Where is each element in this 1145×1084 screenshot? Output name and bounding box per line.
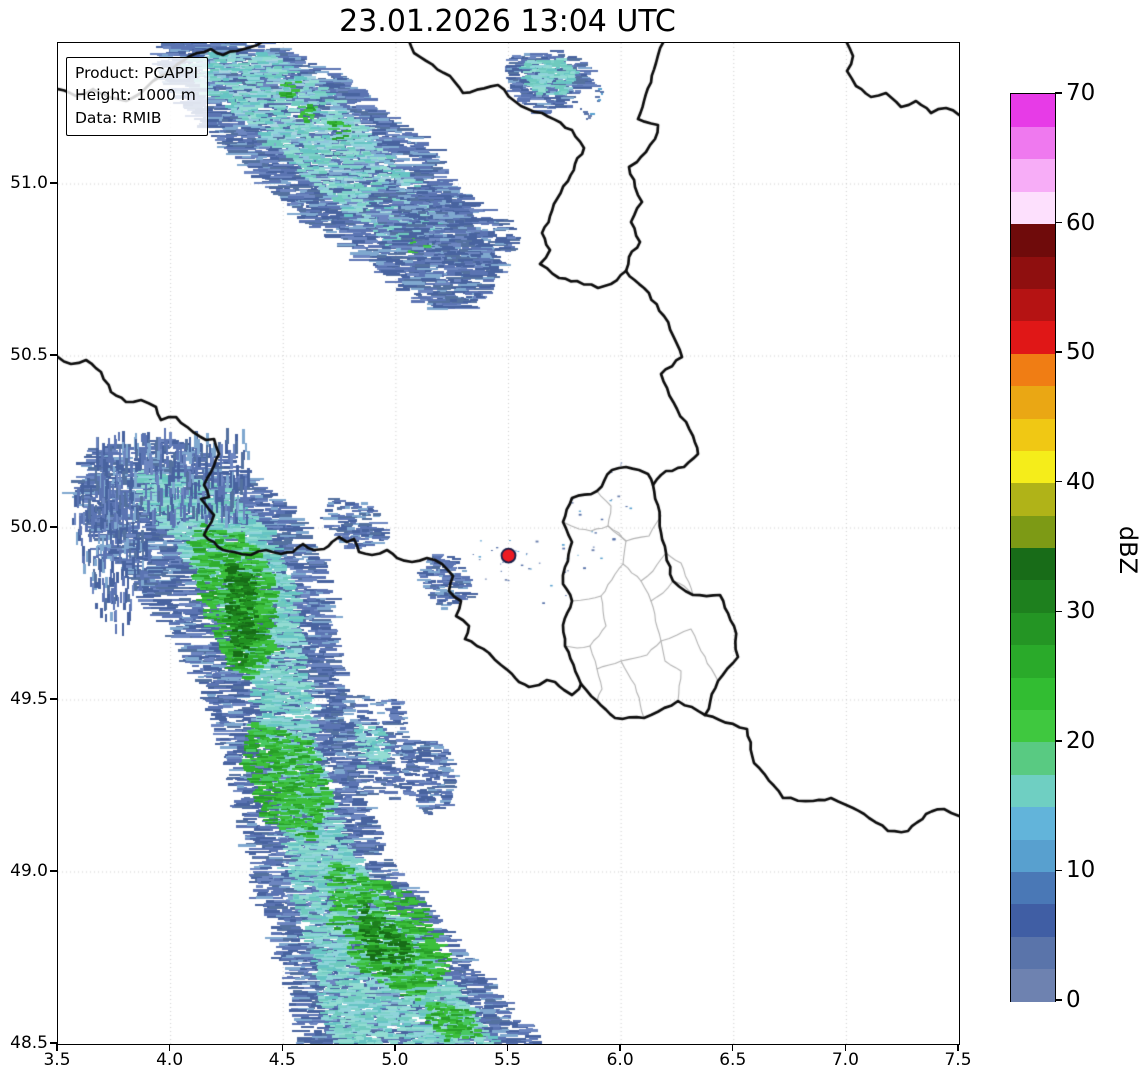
radar-map-canvas — [58, 43, 959, 1044]
colorbar-tick-mark — [1055, 221, 1062, 224]
colorbar-tick-mark — [1055, 740, 1062, 742]
colorbar-segment — [1011, 871, 1055, 905]
colorbar-segment — [1011, 774, 1055, 808]
map-plot-area — [57, 42, 960, 1045]
y-tick-label: 51.0 — [10, 173, 48, 194]
y-tick-mark — [50, 354, 57, 356]
y-tick-mark — [50, 526, 57, 528]
x-tick-mark — [844, 1044, 847, 1051]
x-tick-mark — [394, 1044, 396, 1051]
x-tick-label: 7.0 — [831, 1050, 859, 1070]
x-tick-label: 6.5 — [719, 1050, 747, 1070]
colorbar-segment — [1011, 936, 1055, 970]
colorbar-segment — [1011, 839, 1055, 873]
x-tick-mark — [732, 1044, 734, 1051]
colorbar-segment — [1011, 709, 1055, 743]
x-tick-mark — [506, 1044, 509, 1051]
colorbar-tick-mark — [1055, 92, 1062, 94]
x-tick-label: 3.5 — [43, 1050, 71, 1070]
colorbar-segment — [1011, 353, 1055, 387]
colorbar-segment — [1011, 677, 1055, 711]
colorbar-segment — [1011, 579, 1055, 613]
colorbar-tick-label: 50 — [1066, 339, 1096, 366]
x-tick-mark — [281, 1044, 283, 1051]
y-tick-label: 50.5 — [10, 345, 48, 366]
colorbar-segment — [1011, 968, 1055, 1002]
colorbar-segment — [1011, 806, 1055, 840]
colorbar-segment — [1011, 94, 1055, 127]
colorbar-segment — [1011, 288, 1055, 322]
y-tick-mark — [50, 182, 57, 184]
map-title: 23.01.2026 13:04 UTC — [339, 4, 676, 39]
colorbar-tick-mark — [1055, 351, 1062, 353]
colorbar-tick-mark — [1055, 481, 1062, 483]
x-tick-mark — [619, 1044, 621, 1051]
y-tick-mark — [50, 870, 57, 872]
y-tick-mark — [50, 698, 57, 700]
colorbar-segment — [1011, 644, 1055, 678]
colorbar-tick-mark — [1055, 869, 1062, 872]
colorbar-tick-label: 70 — [1066, 80, 1096, 106]
data-source-line: Data: RMIB — [75, 108, 162, 127]
product-info-box: Product: PCAPPI Height: 1000 m Data: RMI… — [66, 57, 209, 137]
colorbar-units-label: dBZ — [1114, 525, 1142, 575]
colorbar-segment — [1011, 320, 1055, 354]
x-tick-label: 6.0 — [606, 1050, 634, 1070]
height-line: Height: 1000 m — [75, 86, 196, 105]
product-line: Product: PCAPPI — [75, 64, 199, 82]
colorbar — [1010, 93, 1056, 1002]
colorbar-tick-mark — [1055, 610, 1062, 612]
y-tick-label: 49.0 — [10, 861, 48, 881]
colorbar-tick-label: 20 — [1066, 727, 1096, 754]
colorbar-segment — [1011, 191, 1055, 225]
colorbar-tick-label: 30 — [1066, 598, 1096, 625]
x-tick-label: 5.5 — [493, 1050, 522, 1070]
y-tick-label: 49.5 — [10, 689, 48, 709]
x-tick-mark — [56, 1044, 58, 1051]
colorbar-tick-label: 10 — [1066, 857, 1096, 884]
colorbar-segment — [1011, 482, 1055, 516]
colorbar-tick-label: 0 — [1066, 987, 1081, 1013]
colorbar-segment — [1011, 903, 1055, 937]
colorbar-segment — [1011, 255, 1055, 289]
colorbar-segment — [1011, 515, 1055, 549]
colorbar-segment — [1011, 417, 1055, 451]
colorbar-tick-mark — [1055, 999, 1062, 1001]
x-tick-mark — [957, 1044, 959, 1051]
colorbar-segment — [1011, 126, 1055, 160]
colorbar-segment — [1011, 612, 1055, 646]
y-tick-mark — [50, 1042, 57, 1044]
y-tick-label: 48.5 — [10, 1033, 48, 1053]
x-tick-label: 4.0 — [156, 1050, 184, 1070]
colorbar-segment — [1011, 385, 1055, 419]
colorbar-segment — [1011, 741, 1055, 775]
colorbar-segment — [1011, 450, 1055, 484]
x-tick-label: 5.0 — [381, 1050, 409, 1070]
x-tick-label: 4.5 — [268, 1050, 296, 1070]
x-tick-mark — [168, 1044, 171, 1051]
x-tick-label: 7.5 — [944, 1050, 972, 1070]
colorbar-segment — [1011, 223, 1055, 257]
colorbar-tick-label: 40 — [1066, 468, 1096, 495]
colorbar-segment — [1011, 547, 1055, 581]
colorbar-segment — [1011, 158, 1055, 192]
y-tick-label: 50.0 — [10, 517, 48, 538]
colorbar-tick-label: 60 — [1066, 209, 1096, 236]
